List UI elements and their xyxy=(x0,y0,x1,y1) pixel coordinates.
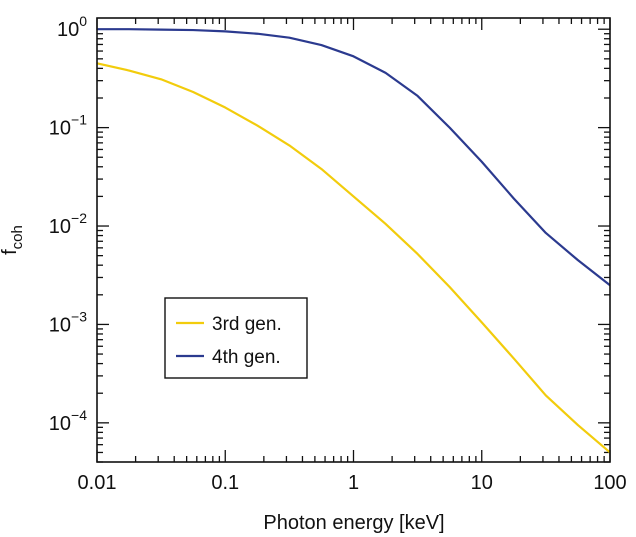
series-layer xyxy=(96,28,611,454)
series-line-4th-gen xyxy=(97,28,611,287)
legend: 3rd gen. 4th gen. xyxy=(164,297,308,379)
legend-label-3rd-gen: 3rd gen. xyxy=(212,314,282,335)
y-tick-label: 100 xyxy=(57,13,87,41)
y-axis-title-sub: coh xyxy=(9,225,26,249)
y-tick-label-base: 10 xyxy=(49,413,71,435)
legend-box xyxy=(164,297,308,379)
legend-label-4th-gen: 4th gen. xyxy=(212,347,281,368)
y-axis-title-base: f xyxy=(0,249,21,255)
y-tick-label-exponent: −1 xyxy=(71,112,87,128)
plot-frame xyxy=(96,17,611,463)
x-tick-label: 100 xyxy=(593,472,626,494)
y-tick-label-exponent: −4 xyxy=(71,407,87,423)
y-tick-label-base: 10 xyxy=(49,118,71,140)
x-tick-label: 0.1 xyxy=(211,472,239,494)
y-tick-label-exponent: −3 xyxy=(71,308,87,324)
y-tick-label-base: 10 xyxy=(49,314,71,336)
y-tick-label-base: 10 xyxy=(49,216,71,238)
x-tick-label: 10 xyxy=(471,472,493,494)
series-line-3rd-gen xyxy=(96,62,611,454)
x-axis-title: Photon energy [keV] xyxy=(263,512,444,534)
x-tick-label: 0.01 xyxy=(78,472,117,494)
y-tick-label: 10−4 xyxy=(49,407,87,435)
y-tick-label: 10−3 xyxy=(49,308,87,336)
x-tick-label: 1 xyxy=(348,472,359,494)
y-axis-title: fcoh xyxy=(0,225,26,255)
y-tick-label-exponent: 0 xyxy=(79,13,87,29)
y-tick-label: 10−2 xyxy=(49,210,87,238)
y-tick-label: 10−1 xyxy=(49,112,87,140)
y-tick-label-exponent: −2 xyxy=(71,210,87,226)
y-tick-label-base: 10 xyxy=(57,19,79,41)
